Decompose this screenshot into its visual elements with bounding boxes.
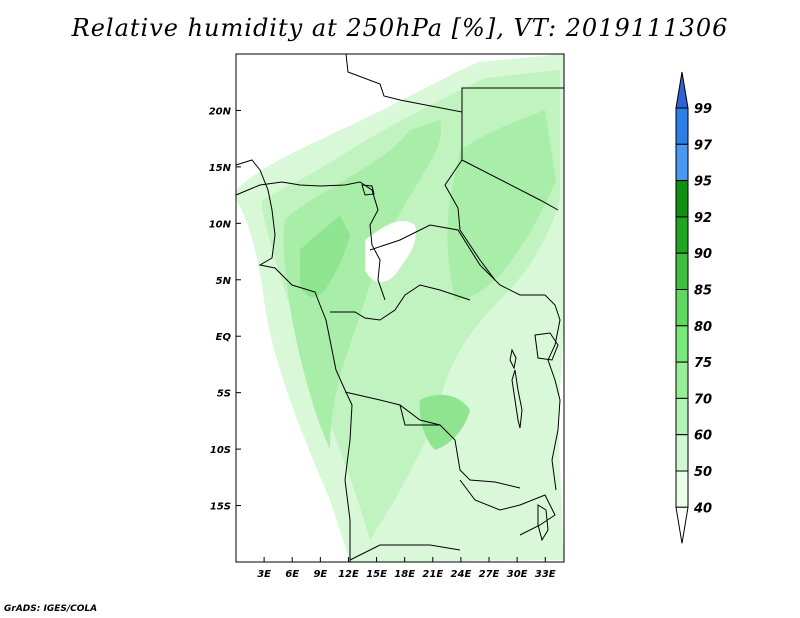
chart-title: Relative humidity at 250hPa [%], VT: 201…: [71, 14, 729, 42]
colorbar-bottom-arrow: [675, 506, 689, 544]
humidity-region-60-70: [283, 120, 441, 450]
colorbar-label: 97: [694, 138, 713, 153]
humidity-region-70-75-south: [419, 394, 470, 450]
lake-tanganyika: [511, 369, 523, 429]
map-frame: [235, 53, 565, 563]
colorbar-label: 85: [694, 284, 712, 299]
colorbar-segment: [675, 216, 689, 254]
colorbar-segment: [675, 107, 689, 145]
west-coastline: [235, 159, 353, 562]
zambia-border: [459, 479, 556, 536]
y-tick-label: EQ: [216, 332, 232, 343]
east-africa-border: [544, 294, 561, 491]
x-tick-label: 18E: [394, 569, 415, 580]
lake-kivu: [509, 348, 517, 370]
map-panel: [235, 53, 565, 563]
humidity-fill-layer: [236, 54, 564, 562]
y-tick-label: 20N: [209, 106, 232, 117]
sahel-border: [235, 181, 386, 301]
y-tick-label: 10S: [210, 445, 231, 456]
x-tick-label: 24E: [451, 569, 472, 580]
humidity-region-dry-center: [365, 220, 416, 282]
x-tick-label: 6E: [285, 569, 299, 580]
colorbar-top-arrow: [675, 71, 689, 109]
humidity-region-dry-north: [236, 54, 478, 175]
colorbar-label: 75: [694, 356, 712, 371]
y-tick-label: 15S: [210, 502, 231, 513]
y-tick-label: 15N: [209, 163, 232, 174]
x-tick-label: 21E: [422, 569, 443, 580]
colorbar-label: 40: [693, 501, 712, 516]
credit-label: GrADS: IGES/COLA: [4, 604, 98, 614]
colorbar-segment: [675, 252, 689, 290]
lake-malawi: [537, 504, 549, 542]
colorbar-segment: [675, 470, 689, 508]
humidity-region-70-75: [300, 215, 350, 297]
colorbar-segment: [675, 143, 689, 182]
colorbar-segment: [675, 361, 689, 399]
drc-border: [344, 391, 521, 489]
colorbar-segment: [675, 289, 689, 327]
x-tick-label: 30E: [507, 569, 528, 580]
colorbar-label: 70: [694, 392, 712, 407]
colorbar-segment: [675, 180, 689, 218]
colorbar-label: 92: [694, 211, 712, 226]
colorbar-label: 90: [694, 247, 712, 262]
y-tick-label: 5S: [217, 389, 231, 400]
colorbar-label: 99: [694, 102, 712, 117]
x-tick-label: 15E: [366, 569, 387, 580]
x-axis: 3E 6E 9E 12E 15E 18E 21E 24E 27E 30E 33E: [257, 557, 556, 580]
colorbar-segment: [675, 397, 689, 436]
y-axis: 20N 15N 10N 5N EQ 5S 10S 15S: [209, 106, 241, 513]
y-tick-label: 5N: [216, 276, 232, 287]
colorbar-label: 60: [694, 429, 712, 444]
y-tick-label: 10N: [209, 219, 232, 230]
coastline-border-layer: [235, 53, 564, 562]
x-tick-label: 33E: [535, 569, 556, 580]
colorbar-segment: [675, 434, 689, 472]
colorbar-label: 80: [694, 320, 712, 335]
car-border: [369, 224, 545, 296]
x-tick-label: 12E: [338, 569, 359, 580]
angola-border: [349, 404, 461, 561]
x-tick-label: 9E: [313, 569, 327, 580]
lake-victoria: [534, 332, 559, 361]
chad-border: [345, 53, 496, 281]
colorbar-label: 50: [694, 465, 712, 480]
colorbar-segment: [675, 325, 689, 363]
congo-border: [330, 284, 471, 321]
x-tick-label: 3E: [257, 569, 271, 580]
colorbar: 99 97 95 92 90 85 80 75 70 60 50 40: [675, 71, 713, 544]
x-tick-label: 27E: [479, 569, 500, 580]
lake-chad: [361, 184, 375, 196]
sudan-border: [461, 87, 564, 211]
colorbar-label: 95: [694, 175, 712, 190]
